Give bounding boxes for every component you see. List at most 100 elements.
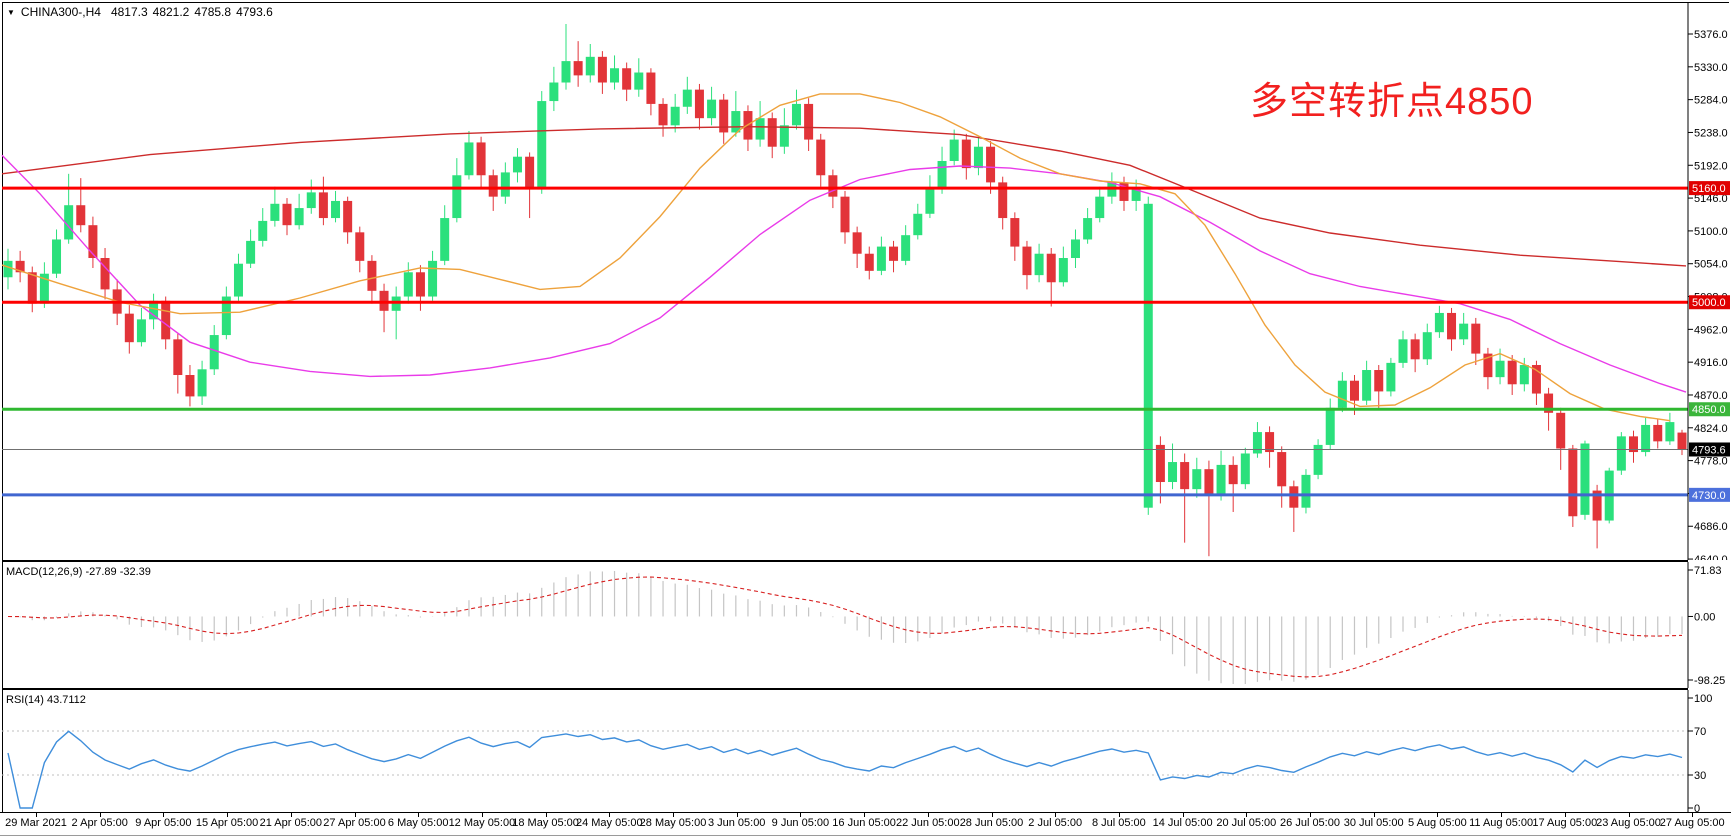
rsi-indicator-label: RSI(14) 43.7112	[6, 694, 86, 706]
bull-candle	[537, 101, 547, 190]
price-badge	[1689, 181, 1730, 196]
rsi-canvas[interactable]: 100 70 30 0	[0, 690, 1731, 812]
bull-candle	[549, 82, 559, 102]
time-tick	[545, 813, 547, 817]
bull-candle	[209, 335, 219, 370]
bull-candle	[39, 273, 49, 304]
bear-candle	[88, 225, 98, 259]
price-badge-label: 5000.0	[1692, 297, 1726, 309]
bull-candle	[779, 125, 789, 147]
ma-mid-magenta	[1, 154, 1687, 393]
time-tick	[1564, 813, 1566, 817]
rsi-separator	[2, 688, 1688, 690]
bull-candle	[1495, 360, 1505, 378]
time-axis-border	[0, 812, 1731, 813]
bull-candle	[561, 61, 571, 83]
axis-label: 5376.0	[1694, 29, 1728, 41]
time-tick	[927, 813, 929, 817]
bull-candle	[1131, 189, 1141, 201]
time-label: 20 Jul 05:00	[1216, 817, 1277, 829]
bull-candle	[937, 160, 947, 190]
chart-annotation-text[interactable]: 多空转折点4850	[1250, 81, 1534, 123]
bull-candle	[1216, 464, 1226, 495]
bear-candle	[1531, 365, 1541, 394]
bear-candle	[1010, 218, 1020, 247]
time-label: 11 Aug 05:00	[1469, 817, 1534, 829]
time-tick	[99, 813, 101, 817]
bear-candle	[1483, 353, 1493, 378]
axis-label: 4824.0	[1694, 423, 1728, 435]
bull-candle	[149, 300, 159, 320]
time-tick	[418, 813, 420, 817]
bull-candle	[1083, 218, 1093, 240]
macd-canvas[interactable]: 71.83 0.00 -98.25	[0, 562, 1731, 688]
price-chart-canvas[interactable]: 5376.0 5330.0 5284.0 5238.0 5192.0 5146.0 5100…	[0, 2, 1731, 560]
bear-candle	[1592, 490, 1602, 521]
bear-candle	[646, 72, 656, 104]
bear-candle	[816, 139, 826, 176]
bear-candle	[1653, 424, 1663, 442]
bear-candle	[852, 232, 862, 254]
bull-candle	[670, 106, 680, 126]
bear-candle	[1374, 370, 1384, 392]
bear-candle	[889, 246, 899, 261]
bear-candle	[1568, 448, 1578, 517]
time-axis[interactable]: 29 Mar 2021 2 Apr 05:00 9 Apr 05:00 15 Apr …	[0, 813, 1731, 835]
symbol-info-bar: ▼ CHINA300-,H4 4817.3 4821.2 4785.8 4793.6	[7, 5, 278, 19]
price-badge-label: 5160.0	[1692, 183, 1726, 195]
time-label: 6 May 05:00	[387, 817, 449, 829]
bull-candle	[221, 296, 231, 336]
dropdown-icon[interactable]: ▼	[7, 8, 15, 17]
bull-candle	[1240, 453, 1250, 485]
bear-candle	[476, 142, 486, 176]
bear-candle	[1204, 469, 1214, 495]
macd-signal-line	[7, 576, 1683, 678]
bull-candle	[52, 239, 62, 274]
axis-label: 4916.0	[1694, 357, 1728, 369]
bull-candle	[1422, 332, 1432, 360]
bear-candle	[1046, 253, 1056, 283]
high-value: 4821.2	[152, 5, 190, 19]
time-label: 2 Jul 05:00	[1028, 817, 1083, 829]
bull-candle	[440, 218, 450, 261]
bull-candle	[1386, 362, 1396, 392]
bull-candle	[1168, 462, 1178, 483]
axis-label: 4962.0	[1694, 324, 1728, 336]
axis-label: 5284.0	[1694, 95, 1728, 107]
bear-candle	[1265, 432, 1275, 453]
time-label: 15 Apr 05:00	[195, 817, 259, 829]
bear-candle	[318, 192, 328, 219]
bull-candle	[1143, 203, 1153, 508]
time-label: 17 Aug 05:00	[1532, 817, 1598, 829]
bull-candle	[1398, 339, 1408, 363]
close-value: 4793.6	[236, 5, 273, 19]
bull-candle	[246, 240, 256, 264]
bull-candle	[403, 272, 413, 297]
bull-candle	[270, 203, 280, 221]
time-label: 16 Jun 05:00	[832, 817, 896, 829]
bear-candle	[76, 205, 86, 226]
bear-candle	[864, 253, 874, 271]
bear-candle	[1022, 246, 1032, 276]
axis-label: 5192.0	[1694, 160, 1728, 172]
time-label: 26 Jul 05:00	[1280, 817, 1340, 829]
bear-candle	[1180, 462, 1190, 490]
axis-label: 70	[1694, 726, 1706, 738]
axis-label: 5100.0	[1694, 226, 1728, 238]
bull-candle	[233, 263, 243, 297]
bear-candle	[573, 61, 583, 76]
axis-label: 5330.0	[1694, 62, 1728, 74]
bull-candle	[791, 103, 801, 126]
bear-candle	[1544, 393, 1554, 413]
time-tick	[1310, 813, 1311, 817]
bear-candle	[525, 156, 535, 190]
bear-candle	[828, 175, 838, 197]
bull-candle	[1459, 323, 1469, 340]
bull-candle	[585, 56, 595, 76]
bull-candle	[64, 205, 74, 240]
macd-separator	[2, 560, 1688, 562]
time-tick	[1182, 813, 1184, 817]
axis-label: 30	[1694, 770, 1706, 782]
bear-candle	[15, 260, 25, 273]
time-tick	[1628, 813, 1630, 817]
